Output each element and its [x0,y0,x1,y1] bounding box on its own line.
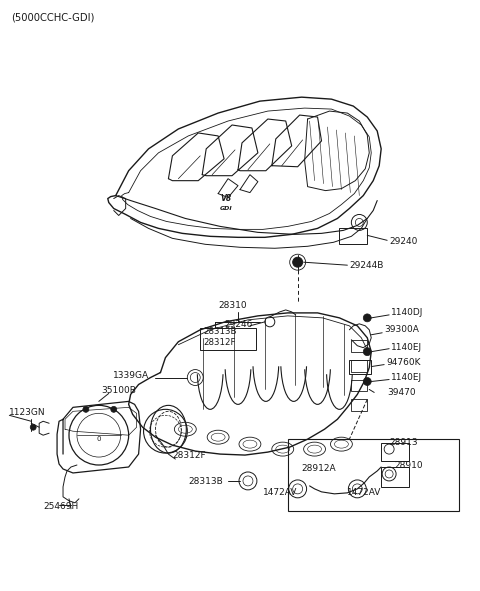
Circle shape [111,407,117,413]
Circle shape [293,257,302,267]
Text: 28312F: 28312F [203,338,236,348]
Bar [351,360,367,372]
Circle shape [363,378,371,385]
Bar [339,228,367,244]
Text: 28310: 28310 [218,301,247,310]
Text: 28313B: 28313B [203,327,237,336]
Circle shape [363,314,371,322]
Bar [351,400,367,411]
Text: GDI: GDI [220,206,233,211]
Text: 1123GN: 1123GN [9,408,46,417]
Bar [200,328,256,350]
Circle shape [83,407,89,413]
Text: 25469H: 25469H [43,502,78,511]
Text: 35100B: 35100B [101,386,136,395]
Circle shape [363,348,371,356]
Text: 39300A: 39300A [384,325,419,335]
Bar [351,379,367,391]
Bar [381,443,409,461]
Text: 1339GA: 1339GA [113,371,149,380]
Text: 28312F: 28312F [172,450,206,460]
Text: 1140EJ: 1140EJ [391,373,422,382]
Bar [288,439,459,511]
Text: (5000CCHC-GDI): (5000CCHC-GDI) [12,12,95,22]
Text: 94760K: 94760K [386,358,420,367]
Bar [381,467,409,487]
Text: 28910: 28910 [394,460,423,469]
Text: 29244B: 29244B [349,261,384,269]
Bar [351,340,367,352]
Text: 1472AV: 1472AV [348,488,382,498]
Text: 1472AV: 1472AV [263,488,297,498]
Bar [349,360,371,374]
Text: 1140DJ: 1140DJ [391,309,423,317]
Text: 39470: 39470 [387,388,416,397]
Text: 28313B: 28313B [188,478,223,486]
Text: 29246: 29246 [224,320,252,329]
Text: 0: 0 [96,436,101,442]
Text: 29240: 29240 [389,237,418,246]
Text: V8: V8 [220,194,231,203]
Circle shape [30,424,36,430]
Text: 28912A: 28912A [301,465,336,473]
Text: 1140EJ: 1140EJ [391,343,422,352]
Text: 28913: 28913 [389,438,418,447]
